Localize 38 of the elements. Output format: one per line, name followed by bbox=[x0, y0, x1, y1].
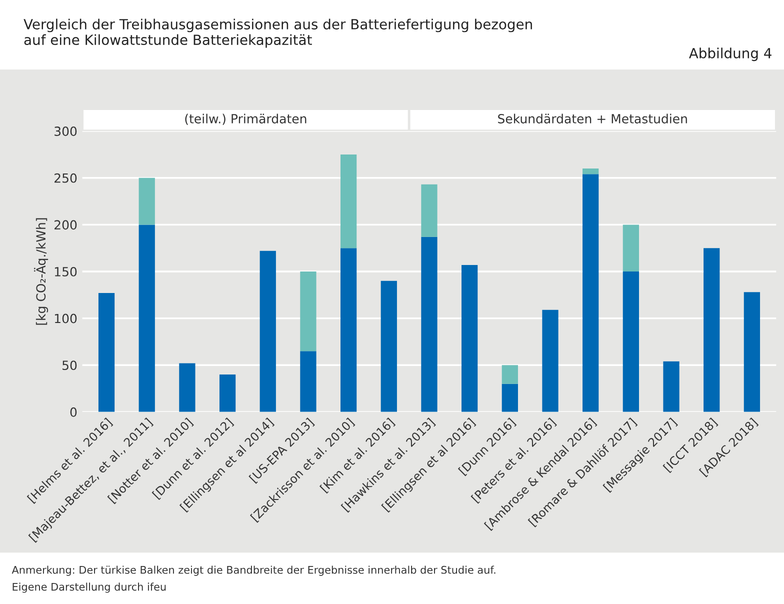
y-tick-label: 50 bbox=[62, 360, 77, 370]
bar bbox=[300, 272, 316, 352]
bar bbox=[380, 280, 397, 412]
bar bbox=[502, 384, 518, 412]
bar bbox=[340, 248, 357, 412]
y-axis-title: [kg CO₂-Äq./kWh] bbox=[34, 218, 48, 325]
y-tick-label: 0 bbox=[70, 407, 77, 417]
bar bbox=[542, 310, 558, 412]
bar bbox=[138, 224, 155, 412]
bar bbox=[300, 351, 316, 412]
y-tick-label: 300 bbox=[54, 126, 77, 136]
bar bbox=[421, 184, 438, 237]
bar bbox=[260, 250, 276, 412]
y-tick-label: 150 bbox=[54, 266, 77, 276]
chart-title: Vergleich der Treibhausgasemissionen aus der Batteriefertigung bezogen auf eine Kilowattstunde Batteriekapazität bbox=[24, 18, 532, 48]
bar bbox=[582, 168, 599, 174]
bar bbox=[138, 178, 155, 225]
bar bbox=[98, 293, 115, 412]
bar bbox=[704, 248, 720, 412]
text: Eigene Darstellung durch ifeu bbox=[12, 582, 166, 593]
bar bbox=[421, 236, 438, 412]
bar bbox=[340, 154, 357, 248]
text: Anmerkung: Der türkise Balken zeigt die Bandbreite der Ergebnisse innerhalb der Studie auf. bbox=[12, 566, 496, 576]
text: Sekundärdaten + Metastudien bbox=[498, 114, 687, 124]
text: (teilw.) Primärdaten bbox=[185, 114, 306, 125]
bar bbox=[622, 272, 640, 412]
bar bbox=[219, 374, 236, 412]
bar bbox=[179, 363, 196, 412]
bar bbox=[744, 292, 760, 412]
bar bbox=[502, 365, 518, 384]
bar bbox=[582, 174, 599, 412]
y-tick-label: 100 bbox=[54, 314, 77, 324]
bar bbox=[462, 264, 478, 412]
bar bbox=[622, 224, 640, 272]
y-tick-label: 250 bbox=[54, 173, 77, 183]
chart-subtitle: Abbildung 4 bbox=[689, 48, 772, 62]
y-tick-label: 200 bbox=[54, 220, 77, 230]
bar bbox=[663, 361, 680, 412]
